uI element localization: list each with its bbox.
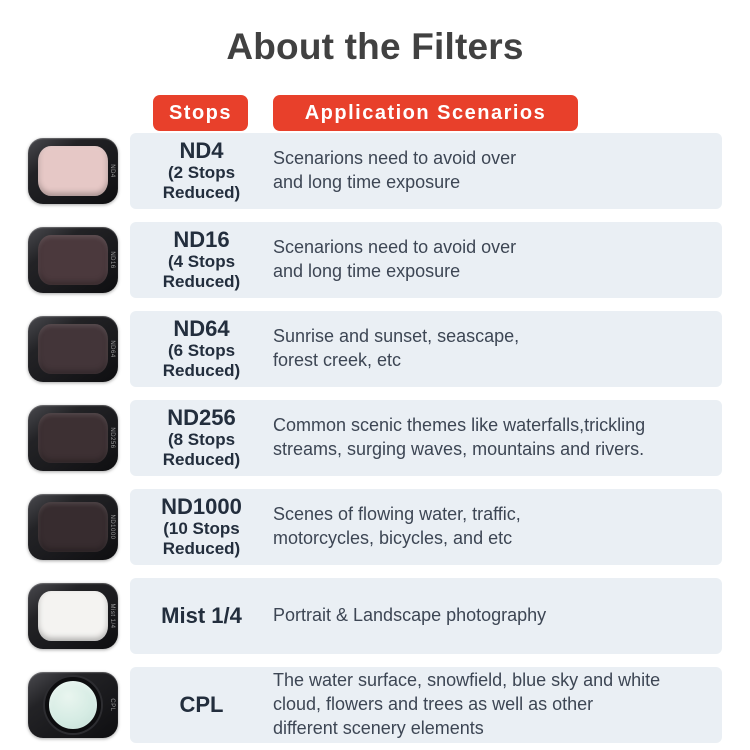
filter-stops-reduced: (10 Stops Reduced) [162,518,241,559]
stops-cell: ND1000 (10 Stops Reduced) [130,493,273,560]
filter-frame: ND16 [28,227,118,293]
filter-name: ND64 [173,315,230,341]
filter-frame: ND4 [28,138,118,204]
row-panel: Mist 1/4 Portrait & Landscape photograph… [130,578,722,654]
filter-stops-reduced: (4 Stops Reduced) [162,251,241,292]
column-header-stops: Stops [153,95,248,131]
mist-filter-image: Mist 1/4 [28,583,118,649]
filter-name: Mist 1/4 [161,602,242,628]
filter-engraving: ND16 [109,251,115,269]
filter-lens [38,591,108,641]
nd1000-filter-image: ND1000 [28,494,118,560]
nd4-filter-image: ND4 [28,138,118,204]
row-panel: ND256 (8 Stops Reduced) Common scenic th… [130,400,722,476]
row-panel: ND4 (2 Stops Reduced) Scenarions need to… [130,133,722,209]
filter-name: ND256 [167,404,236,430]
stops-cell: ND4 (2 Stops Reduced) [130,137,273,204]
filter-name: ND1000 [161,493,242,519]
filter-lens [38,146,108,196]
filter-engraving: Mist 1/4 [109,603,115,629]
filter-row-mist: Mist 1/4 Mist 1/4 Portrait & Landscape p… [0,578,750,654]
filter-engraving: ND256 [109,427,115,449]
filter-frame: ND256 [28,405,118,471]
filter-engraving: ND4 [109,164,115,178]
row-panel: ND64 (6 Stops Reduced) Sunrise and sunse… [130,311,722,387]
filter-name: CPL [179,691,224,717]
filter-engraving: CPL [109,698,115,712]
filter-row-cpl: CPL CPL The water surface, snowfield, bl… [0,667,750,743]
filter-stops-reduced: (6 Stops Reduced) [162,340,241,381]
filter-frame: CPL [28,672,118,738]
filter-lens [38,413,108,463]
cpl-filter-image: CPL [28,672,118,738]
filter-lens [38,502,108,552]
filter-engraving: ND64 [109,340,115,358]
stops-cell: CPL [130,691,273,717]
scenario-cell: Scenarions need to avoid over and long t… [273,237,517,281]
stops-cell: ND256 (8 Stops Reduced) [130,404,273,471]
scenario-cell: Scenes of flowing water, traffic, motorc… [273,504,521,548]
filter-row-nd16: ND16 ND16 (4 Stops Reduced) Scenarions n… [0,222,750,298]
filter-row-nd64: ND64 ND64 (6 Stops Reduced) Sunrise and … [0,311,750,387]
stops-cell: ND64 (6 Stops Reduced) [130,315,273,382]
filter-lens [38,324,108,374]
stops-cell: ND16 (4 Stops Reduced) [130,226,273,293]
filter-stops-reduced: (2 Stops Reduced) [162,162,241,203]
filter-engraving: ND1000 [109,514,115,540]
filter-name: ND16 [173,226,230,252]
row-panel: ND16 (4 Stops Reduced) Scenarions need t… [130,222,722,298]
page-title: About the Filters [226,26,524,67]
filter-frame: Mist 1/4 [28,583,118,649]
filter-frame: ND64 [28,316,118,382]
nd64-filter-image: ND64 [28,316,118,382]
filter-row-nd1000: ND1000 ND1000 (10 Stops Reduced) Scenes … [0,489,750,565]
filter-table: ND4 ND4 (2 Stops Reduced) Scenarions nee… [0,133,750,743]
column-header-application-scenarios: Application Scenarios [273,95,578,131]
filter-name: ND4 [179,137,224,163]
nd256-filter-image: ND256 [28,405,118,471]
filter-lens [45,677,101,733]
filter-frame: ND1000 [28,494,118,560]
filter-stops-reduced: (8 Stops Reduced) [162,429,241,470]
stops-cell: Mist 1/4 [130,602,273,628]
row-panel: CPL The water surface, snowfield, blue s… [130,667,722,743]
scenario-cell: Common scenic themes like waterfalls,tri… [273,415,646,459]
filter-lens [38,235,108,285]
filter-row-nd4: ND4 ND4 (2 Stops Reduced) Scenarions nee… [0,133,750,209]
row-panel: ND1000 (10 Stops Reduced) Scenes of flow… [130,489,722,565]
scenario-cell: The water surface, snowfield, blue sky a… [273,670,661,738]
scenario-cell: Sunrise and sunset, seascape, forest cre… [273,326,520,370]
filter-row-nd256: ND256 ND256 (8 Stops Reduced) Common sce… [0,400,750,476]
nd16-filter-image: ND16 [28,227,118,293]
scenario-cell: Portrait & Landscape photography [273,605,547,626]
scenario-cell: Scenarions need to avoid over and long t… [273,148,517,192]
